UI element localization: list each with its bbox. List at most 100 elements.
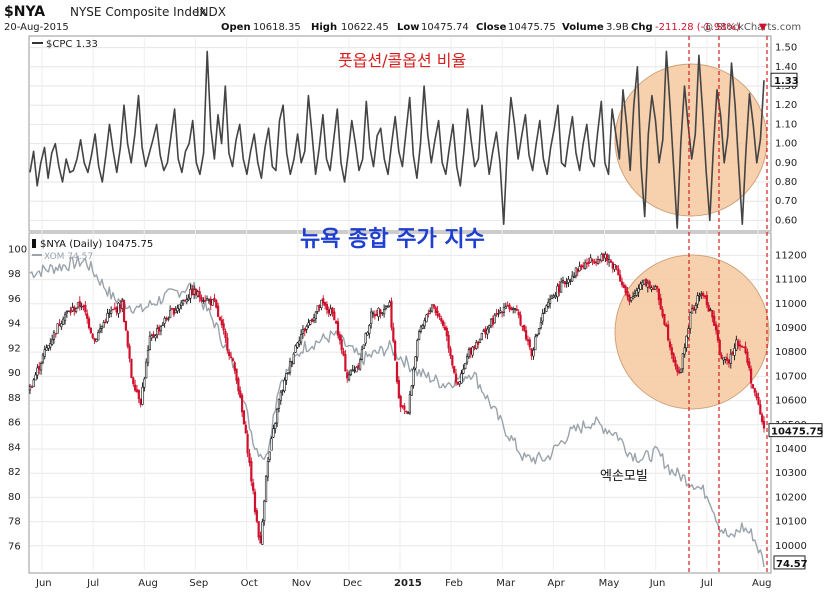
chart-header: $NYA NYSE Composite Index INDX 20-Aug-20… [4,4,801,33]
nya-candle-body [246,434,249,454]
x-tick-label: Apr [547,578,565,589]
nya-candle-body [115,307,118,313]
xom-last-value: 74.57 [776,559,808,570]
nya-candle-body [217,305,220,317]
chg-value: -211.28 (-1.98%) [655,22,740,33]
nya-candle-body [172,307,175,315]
nya-candle-body [442,320,445,326]
nya-candle-body [654,286,657,290]
nya-candle-body [198,291,201,298]
nya-candle-body [264,475,268,503]
volume-value: 3.9B [606,22,629,33]
nya-candle-body [117,302,120,314]
nya-candle-body [349,369,352,375]
nya-candle-body [137,389,140,400]
nya-candle-body [233,362,236,371]
nya-candle-body [460,373,463,384]
nya-candle-body [641,282,644,286]
nya-candle-body [323,301,327,306]
nya-candle-body [628,295,631,302]
nya-candle-body [32,379,35,388]
nya-candle-body [679,368,683,373]
nya-candle-body [602,253,605,258]
nya-candle-body [462,368,465,374]
nya-candle-body [298,340,301,345]
nya-candle-body [620,281,624,286]
nya-candle-body [667,324,670,341]
close-value: 10475.75 [508,22,556,33]
cpc-last-value: 1.33 [774,76,799,87]
nya-candle-body [430,304,434,312]
nya-tick-label: 10700 [775,371,807,382]
cpc-tick-label: 0.80 [775,177,797,188]
nya-candle-body [648,281,651,288]
nya-candle-body [419,326,423,332]
nya-candle-body [63,314,67,322]
nya-candle-body [375,314,378,316]
nya-candle-body [318,305,321,308]
nya-candle-body [421,325,424,329]
nya-candle-body [617,268,620,276]
nya-candle-body [309,320,312,325]
nya-candle-body [335,321,338,324]
axes-labels: 0.600.700.800.901.001.101.201.301.401.50… [8,43,824,589]
cpc-series [29,50,765,229]
nya-candle-body [226,337,229,351]
nya-candle-body [678,370,681,374]
nya-candle-body [82,305,85,308]
nya-candle-body [694,305,697,310]
nya-candle-body [501,311,504,314]
nya-candle-body [124,320,127,331]
nya-tick-label: 11000 [775,299,807,310]
nya-candle-body [550,295,554,299]
nya-candle-body [663,313,666,325]
nya-candle-body [300,334,303,343]
nya-candle-body [707,304,710,312]
nya-candle-body [598,259,601,261]
xom-tick-label: 84 [8,442,21,453]
nya-candle-body [386,306,389,308]
nya-candle-body [187,297,190,301]
nya-candle-body [574,267,577,277]
nya-candle-body [661,309,664,317]
nya-candle-body [626,291,629,297]
nya-candle-body [126,331,129,347]
nya-candle-body [596,259,600,264]
nya-candle-body [556,285,559,298]
nya-candle-body [87,318,91,329]
nya-candle-body [624,286,627,293]
nya-candle-body [148,335,151,350]
nya-candle-body [722,357,725,361]
nya-candle-body [755,393,758,399]
nya-candle-body [45,347,48,351]
nya-candle-body [252,482,255,491]
nya-candle-body [392,327,395,342]
nya-candle-body [204,299,207,302]
nya-candle-body [97,332,100,341]
nya-highlight-circle [614,254,770,410]
nya-candle-body [178,304,181,310]
nya-candle-body [322,298,325,304]
nya-candle-body [737,340,740,347]
nya-candle-body [484,328,487,335]
nya-candle-body [674,359,677,367]
nya-candle-body [331,307,334,314]
nya-candle-body [543,312,546,314]
nya-tick-label: 10100 [775,517,807,528]
x-tick-label: Jun [35,578,52,589]
nya-candle-body [336,321,340,336]
cpc-tick-label: 0.70 [775,196,797,207]
nya-candle-body [218,316,222,321]
nya-candle-body [716,329,719,341]
nya-candle-body [224,331,227,339]
nya-candle-body [62,318,65,325]
open-label: Open [221,22,251,33]
nya-candle-body [154,335,157,339]
nya-candle-body [489,318,493,327]
nya-candle-body [541,313,544,322]
nya-candle-body [491,318,494,325]
nya-candle-body [248,453,251,463]
nya-candle-body [672,353,675,363]
nya-candle-body [738,344,742,347]
nya-candle-body [418,331,421,340]
